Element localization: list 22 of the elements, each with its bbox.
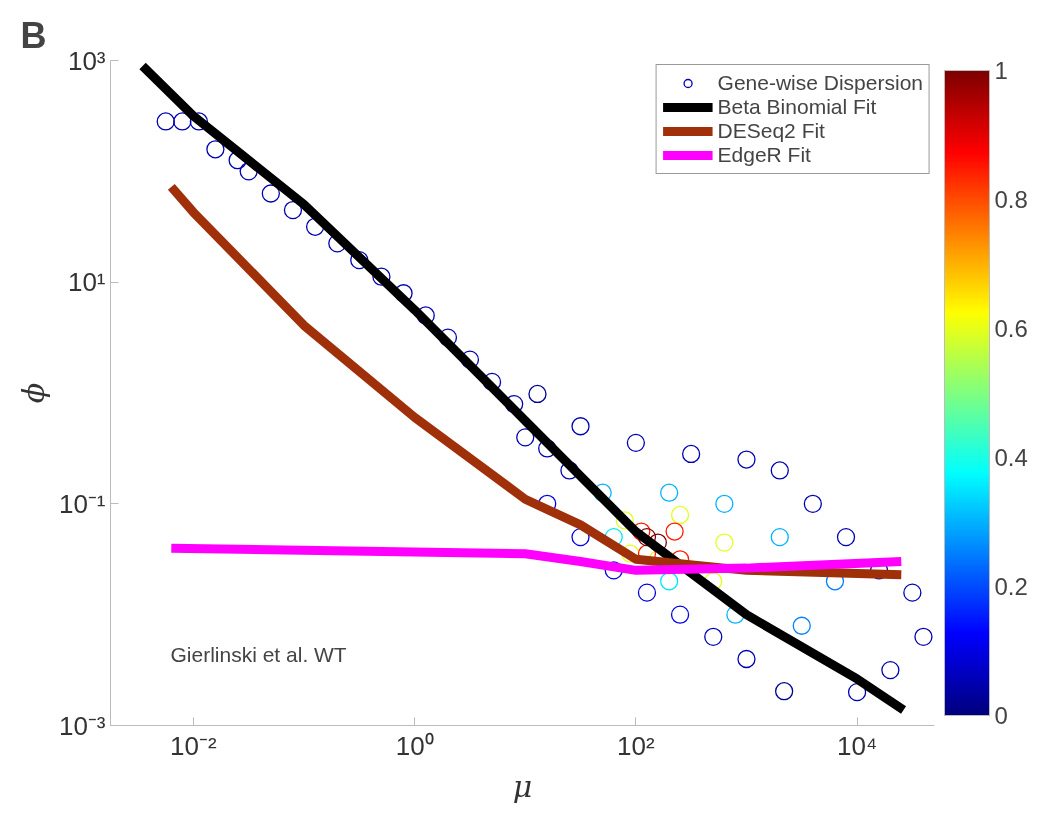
color-bar-label: 0.6	[994, 315, 1028, 342]
x-axis-title: μ	[512, 768, 533, 804]
color-bar-label: 0.2	[994, 573, 1028, 600]
y-tick-label: 10⁻¹	[58, 488, 106, 519]
color-bar-label: 0.4	[994, 444, 1028, 471]
color-bar-label: 0	[994, 702, 1008, 729]
y-axis-title: ϕ	[15, 382, 51, 404]
annotation: Gierlinski et al. WT	[170, 642, 347, 666]
x-tick-label: 10⁰	[395, 730, 434, 761]
x-tick-label: 10⁴	[837, 730, 878, 761]
legend-label: Beta Binomial Fit	[717, 95, 877, 119]
legend-label: EdgeR Fit	[717, 143, 811, 167]
text: B	[20, 14, 47, 56]
legend-label: DESeq2 Fit	[717, 119, 825, 143]
x-tick-label: 10²	[617, 730, 655, 761]
y-tick-label: 10⁻³	[58, 710, 106, 741]
x-tick-label: 10⁻²	[170, 730, 218, 761]
color-bar-label: 0.8	[994, 186, 1028, 213]
y-tick-label: 10³	[67, 45, 106, 76]
y-tick-label: 10¹	[67, 267, 106, 298]
color-bar-label: 1	[994, 57, 1008, 84]
legend-label: Gene-wise Dispersion	[717, 71, 923, 95]
